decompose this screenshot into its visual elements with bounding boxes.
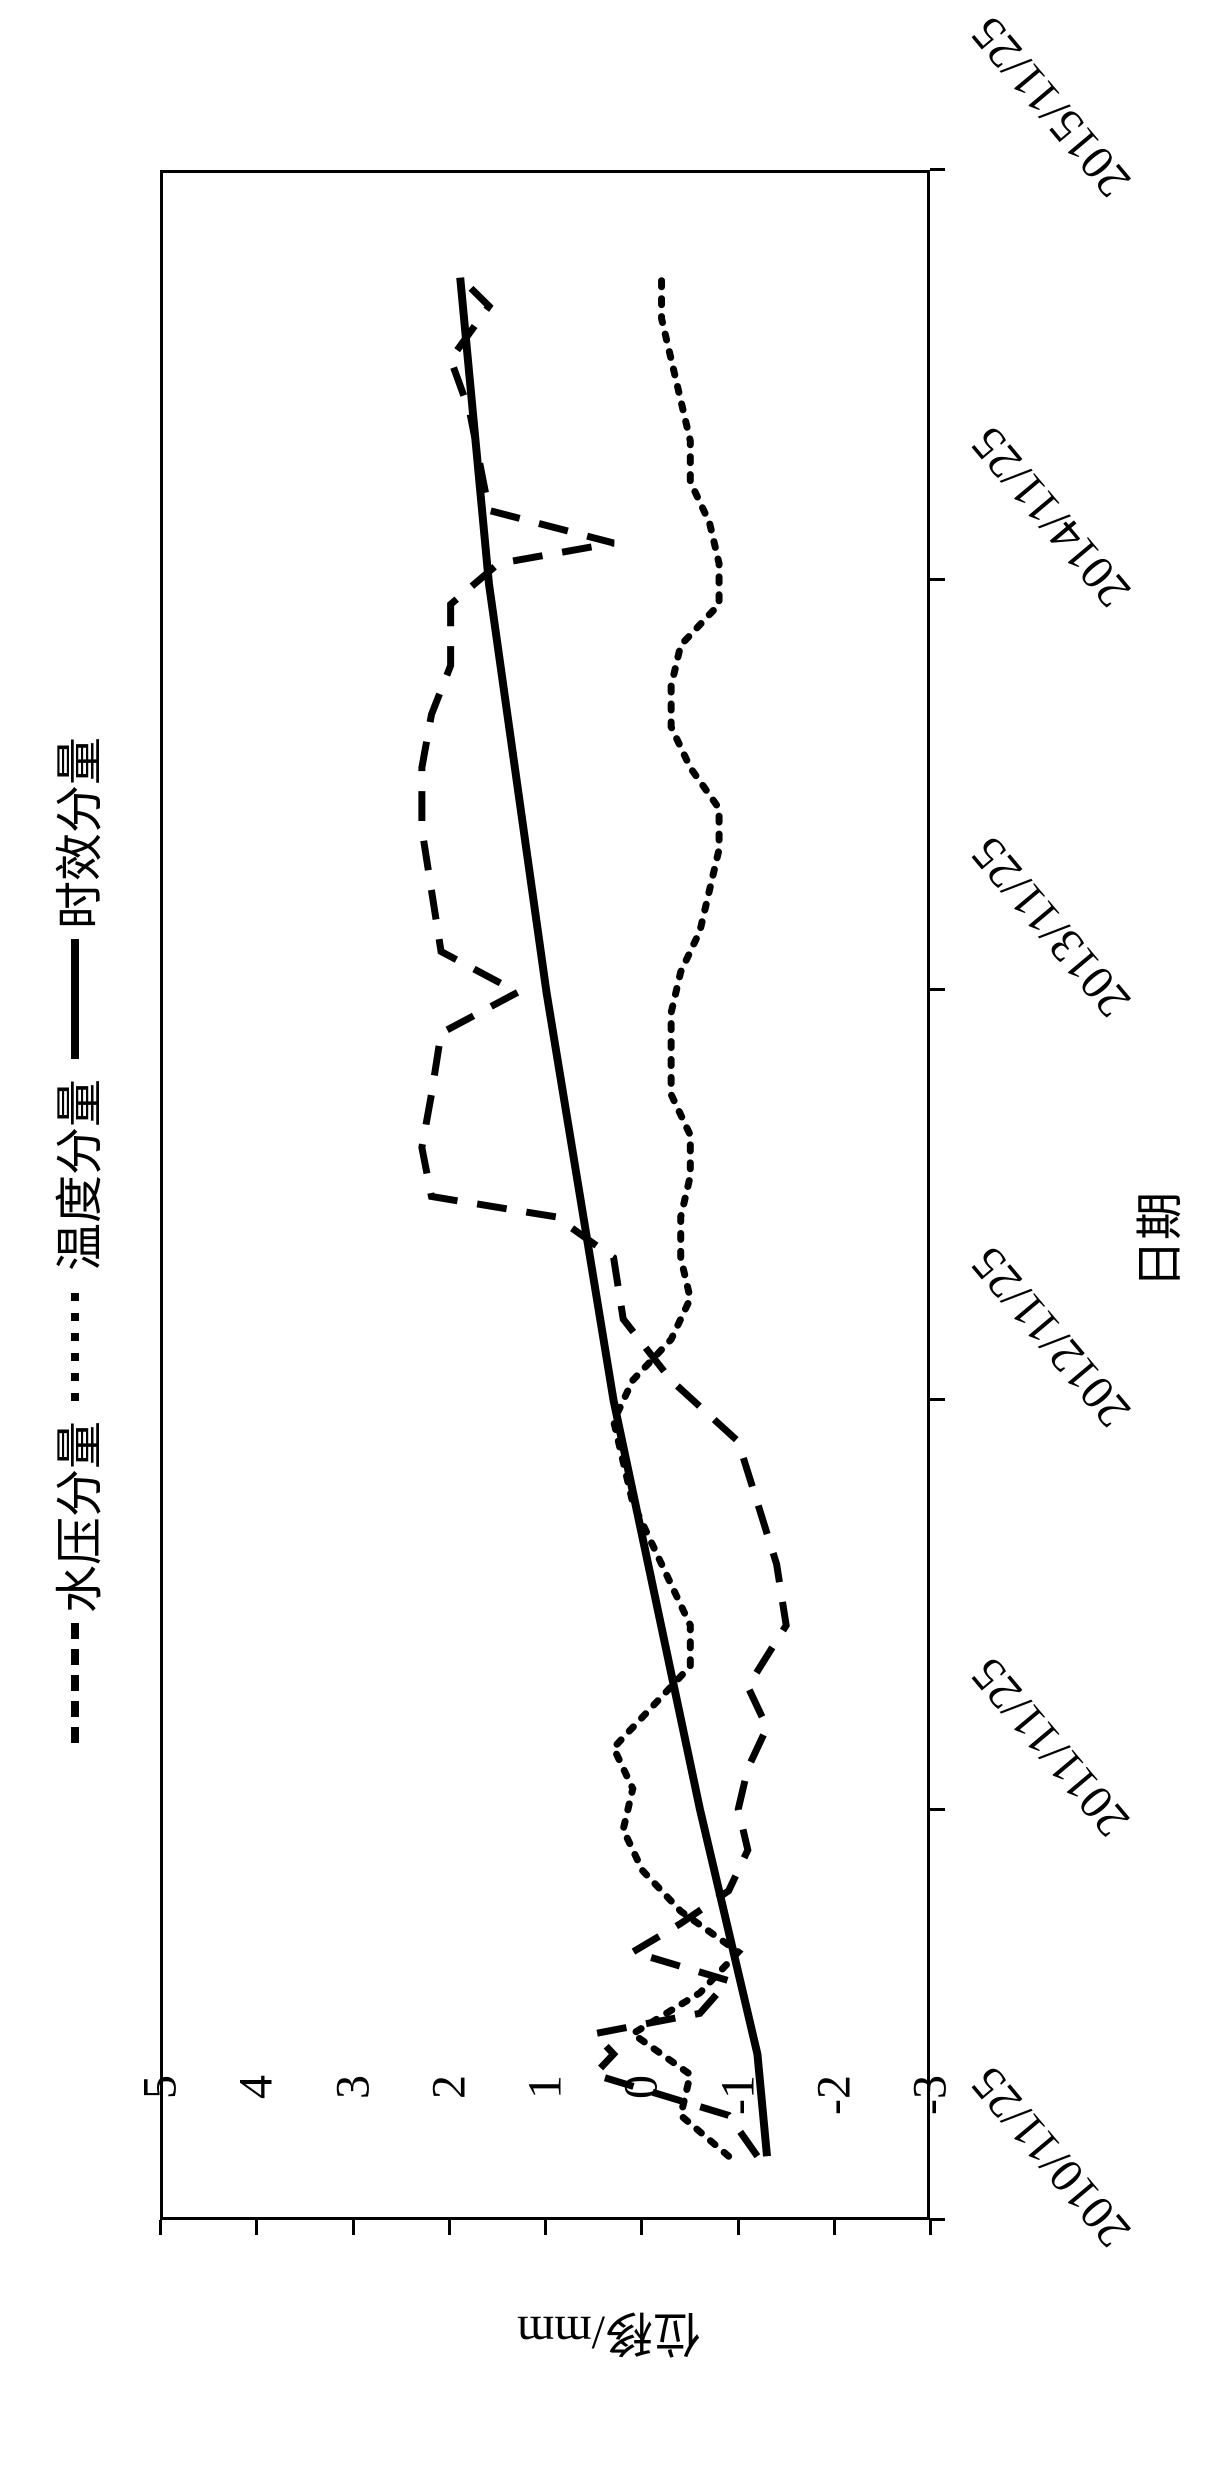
- y-tick-label: 3: [325, 2075, 380, 2175]
- y-tick: [448, 2220, 451, 2235]
- y-tick-label: 5: [133, 2075, 188, 2175]
- x-tick-label: 2012/11/25: [960, 1236, 1142, 1438]
- x-tick: [930, 2218, 945, 2221]
- series-dashed: [422, 278, 786, 2157]
- x-tick: [930, 1808, 945, 1811]
- y-tick-label: 2: [421, 2075, 476, 2175]
- chart-container: 水压分量 温度分量 时效分量 位移/mm 日期 -3-2-1012345 201…: [0, 1263, 1217, 2480]
- legend-item-temp: 温度分量: [40, 1079, 110, 1401]
- plot-area: [160, 170, 930, 2220]
- series-svg: [163, 173, 930, 2220]
- y-tick: [737, 2220, 740, 2235]
- series-dotted: [614, 278, 739, 2157]
- legend-item-water: 水压分量: [40, 1421, 110, 1743]
- y-tick: [640, 2220, 643, 2235]
- legend-item-time: 时效分量: [40, 737, 110, 1059]
- legend-swatch-dashed: [71, 1623, 79, 1743]
- x-tick-label: 2014/11/25: [960, 416, 1142, 618]
- x-axis-title: 日期: [1120, 1192, 1190, 1288]
- y-tick-label: -1: [710, 2075, 765, 2175]
- y-tick-label: -2: [806, 2075, 861, 2175]
- y-tick: [255, 2220, 258, 2235]
- legend-label: 温度分量: [40, 1079, 110, 1271]
- x-tick-label: 2015/11/25: [960, 6, 1142, 208]
- legend-label: 水压分量: [40, 1421, 110, 1613]
- y-tick-label: 0: [614, 2075, 669, 2175]
- x-tick-label: 2010/11/25: [960, 2056, 1142, 2258]
- y-axis-title: 位移/mm: [516, 2303, 700, 2373]
- x-tick: [930, 578, 945, 581]
- legend: 水压分量 温度分量 时效分量: [40, 737, 110, 1743]
- x-tick: [930, 1398, 945, 1401]
- x-tick: [930, 168, 945, 171]
- legend-label: 时效分量: [40, 737, 110, 929]
- y-tick-label: 1: [518, 2075, 573, 2175]
- x-tick-label: 2013/11/25: [960, 826, 1142, 1028]
- x-tick-label: 2011/11/25: [960, 1647, 1140, 1847]
- legend-swatch-dotted: [71, 1281, 79, 1401]
- y-tick: [544, 2220, 547, 2235]
- x-tick: [930, 988, 945, 991]
- y-tick: [833, 2220, 836, 2235]
- legend-swatch-solid: [71, 939, 79, 1059]
- y-tick-label: 4: [229, 2075, 284, 2175]
- y-tick-label: -3: [903, 2075, 958, 2175]
- y-tick: [159, 2220, 162, 2235]
- y-tick: [929, 2220, 932, 2235]
- y-tick: [352, 2220, 355, 2235]
- chart-inner: 水压分量 温度分量 时效分量 位移/mm 日期 -3 -2 -1 012345 201…: [0, 0, 1217, 2480]
